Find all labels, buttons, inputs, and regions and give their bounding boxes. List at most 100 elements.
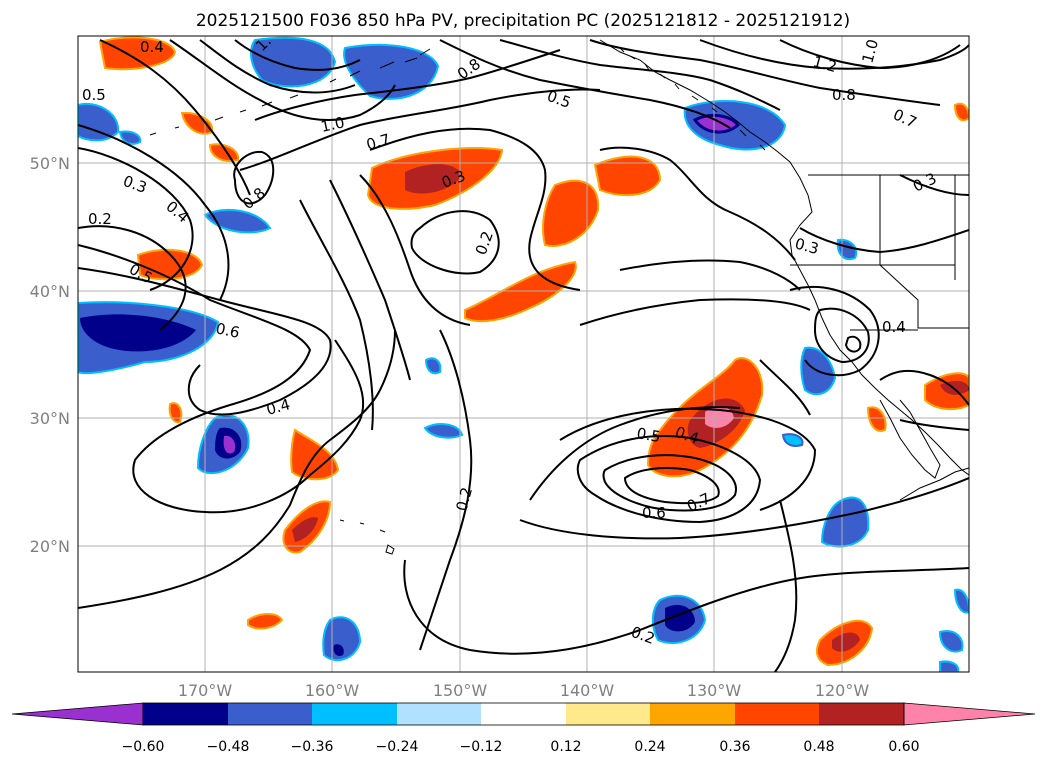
colorbar-tick-label: −0.48: [207, 739, 250, 755]
precip-negative-blob: [953, 588, 969, 614]
colorbar-tick-label: 0.36: [719, 739, 750, 755]
lat-label: 20°N: [30, 537, 70, 556]
contour-label: 0.4: [140, 38, 164, 56]
colorbar-tick-label: 0.24: [634, 739, 665, 755]
pv-contour: [602, 454, 737, 512]
pv-contour: [759, 359, 811, 416]
lon-label: 140°W: [560, 681, 615, 700]
lat-label: 50°N: [30, 154, 70, 173]
pv-contour: [78, 225, 187, 331]
lon-label: 150°W: [433, 681, 488, 700]
contour-label: 0.2: [452, 485, 476, 513]
contour-label: 0.4: [264, 395, 292, 419]
contour-label: 1.2: [811, 52, 839, 76]
pv-contour: [359, 174, 471, 326]
precip-negative-blob: [938, 630, 964, 653]
precip-negative-blob: [424, 357, 442, 375]
pv-contour: [419, 329, 473, 651]
figure-title: 2025121500 F036 850 hPa PV, precipitatio…: [196, 11, 850, 31]
colorbar-segment: [481, 703, 566, 725]
precipitation-shading: [78, 36, 969, 672]
contour-label: 0.3: [793, 234, 821, 258]
pv-contour: [519, 477, 969, 540]
lat-label: 30°N: [30, 409, 70, 428]
precip-positive-blob: [464, 260, 577, 323]
pv-contour: [239, 88, 601, 171]
precip-negative-blob: [118, 130, 142, 145]
precip-negative-blob: [939, 660, 960, 672]
pv-contour: [199, 39, 356, 94]
colorbar-tick-label: −0.60: [122, 739, 165, 755]
pv-contour: [529, 406, 741, 501]
pv-contour: [403, 559, 969, 655]
contour-label: 0.8: [832, 86, 856, 104]
contour-label: 0.6: [642, 504, 666, 522]
lon-label: 160°W: [305, 681, 360, 700]
pv-contour: [369, 127, 581, 291]
pv-contour: [619, 259, 801, 291]
pv-contour: [699, 39, 969, 70]
coastal-islands: [619, 47, 766, 151]
pv-contour: [576, 435, 762, 524]
pv-contour: [439, 39, 731, 129]
contour-label: 0.6: [214, 319, 241, 342]
pv-contour: [589, 39, 941, 106]
pv-contour: [78, 329, 396, 609]
pv-contour: [78, 124, 230, 301]
pv-contour: [299, 199, 374, 431]
colorbar-tick-label: −0.24: [376, 739, 419, 755]
precip-positive-blob: [953, 102, 969, 122]
pv-contour: [799, 227, 969, 254]
contour-label: 0.4: [882, 318, 906, 336]
contour-label: 0.2: [88, 210, 112, 228]
pv-contour: [410, 210, 500, 275]
pv-contour: [899, 419, 969, 431]
precip-negative-blob: [78, 102, 120, 142]
precip-positive-blob: [247, 613, 284, 630]
pv-contour: [789, 286, 880, 377]
coastlines: [149, 39, 969, 555]
gridlines: [78, 36, 969, 672]
colorbar-tick-label: −0.12: [460, 739, 503, 755]
lon-label: 120°W: [815, 681, 870, 700]
colorbar-segment: [566, 703, 650, 725]
alaska-panhandle-coast: [599, 39, 969, 476]
colorbar-tick-label: 0.12: [550, 739, 581, 755]
pv-contour: [813, 307, 870, 364]
pv-contours: [78, 39, 969, 672]
colorbar-segment: [397, 703, 481, 725]
colorbar-tick-label: −0.36: [291, 739, 334, 755]
pv-contour: [844, 335, 862, 353]
colorbar-segment: [143, 703, 228, 725]
pv-contour: [499, 39, 781, 111]
precip-positive-blob: [832, 632, 860, 652]
precip-positive-blob: [292, 517, 318, 542]
lat-label: 40°N: [30, 282, 70, 301]
colorbar-segment: [312, 703, 397, 725]
contour-label: 0.5: [82, 86, 106, 104]
pv-contour: [579, 298, 811, 326]
colorbar-segment: [735, 703, 819, 725]
precip-negative-blob: [692, 113, 741, 134]
pv-contour: [329, 179, 411, 381]
colorbar-tick-label: 0.60: [888, 739, 919, 755]
contour-label: 0.5: [635, 424, 662, 446]
pv-contour: [623, 467, 720, 505]
pv-contour: [599, 146, 796, 261]
pv-contour: [559, 407, 817, 511]
pv-contour: [234, 39, 361, 71]
map-panel: 0.4 1. 0.5 0.8 1.0 0.5 0.7 0.3 0.4 0.8 0…: [77, 35, 970, 673]
precip-negative-blob: [223, 435, 236, 454]
colorbar-frame: [142, 702, 905, 726]
pv-contour: [99, 39, 251, 196]
longitude-labels: 170°W 160°W 150°W 140°W 130°W 120°W: [178, 681, 870, 700]
map-frame: [77, 35, 970, 673]
lon-label: 170°W: [178, 681, 233, 700]
contour-label: 0.7: [364, 130, 392, 154]
mexico-coast: [899, 467, 969, 501]
pv-contour: [78, 244, 365, 514]
precip-positive-blob: [593, 155, 662, 197]
pv-contour: [254, 49, 561, 121]
pv-contour: [774, 499, 798, 672]
